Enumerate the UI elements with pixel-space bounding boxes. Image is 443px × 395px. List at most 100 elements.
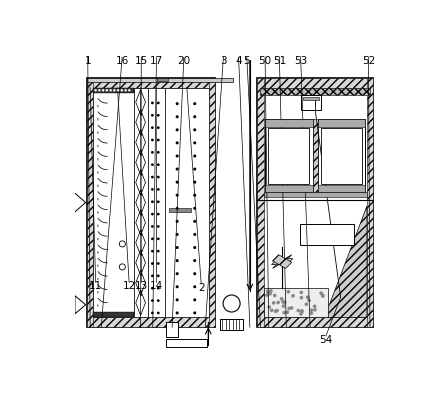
Circle shape bbox=[119, 264, 125, 270]
Circle shape bbox=[321, 294, 325, 298]
Circle shape bbox=[321, 293, 324, 297]
Bar bbox=[165, 88, 209, 318]
Circle shape bbox=[175, 220, 179, 223]
Bar bbox=[367, 78, 373, 327]
Circle shape bbox=[151, 287, 154, 290]
Text: 15: 15 bbox=[135, 56, 148, 66]
Circle shape bbox=[193, 246, 196, 249]
Circle shape bbox=[151, 139, 154, 141]
Circle shape bbox=[94, 89, 97, 92]
Circle shape bbox=[151, 237, 154, 240]
Circle shape bbox=[193, 207, 196, 210]
Bar bbox=[257, 78, 373, 88]
Bar bbox=[268, 128, 310, 184]
Circle shape bbox=[175, 102, 179, 105]
Bar bbox=[93, 88, 134, 93]
Circle shape bbox=[175, 115, 179, 118]
Circle shape bbox=[98, 89, 101, 92]
Circle shape bbox=[113, 89, 116, 92]
Circle shape bbox=[296, 309, 300, 312]
Circle shape bbox=[282, 300, 286, 304]
Text: 2: 2 bbox=[198, 283, 205, 293]
Circle shape bbox=[193, 233, 196, 236]
Bar bbox=[318, 119, 365, 127]
Circle shape bbox=[282, 304, 285, 308]
Bar bbox=[260, 88, 370, 95]
Circle shape bbox=[313, 308, 317, 312]
Polygon shape bbox=[272, 255, 292, 269]
Circle shape bbox=[109, 89, 112, 92]
Circle shape bbox=[283, 311, 286, 314]
Text: 12: 12 bbox=[122, 281, 136, 291]
Circle shape bbox=[223, 295, 240, 312]
Circle shape bbox=[310, 308, 313, 312]
Circle shape bbox=[151, 114, 154, 117]
Circle shape bbox=[265, 293, 269, 297]
Circle shape bbox=[280, 297, 284, 301]
Bar bbox=[93, 88, 134, 318]
Circle shape bbox=[157, 275, 159, 277]
Bar bbox=[264, 192, 367, 197]
Circle shape bbox=[193, 154, 196, 158]
Circle shape bbox=[105, 89, 108, 92]
Circle shape bbox=[102, 89, 105, 92]
Circle shape bbox=[267, 291, 270, 295]
Circle shape bbox=[128, 89, 131, 92]
Bar bbox=[166, 322, 178, 337]
Circle shape bbox=[291, 294, 295, 298]
Circle shape bbox=[175, 233, 179, 236]
Bar bbox=[87, 78, 93, 327]
Circle shape bbox=[193, 311, 196, 314]
Circle shape bbox=[157, 163, 159, 166]
Circle shape bbox=[157, 312, 159, 314]
Text: 16: 16 bbox=[116, 56, 129, 66]
Circle shape bbox=[270, 308, 273, 312]
Circle shape bbox=[151, 102, 154, 104]
Circle shape bbox=[157, 151, 159, 154]
Circle shape bbox=[193, 167, 196, 171]
Bar bbox=[303, 97, 319, 100]
Circle shape bbox=[193, 141, 196, 145]
Circle shape bbox=[175, 246, 179, 249]
Circle shape bbox=[157, 200, 159, 203]
Circle shape bbox=[193, 194, 196, 197]
Circle shape bbox=[157, 225, 159, 228]
Text: 13: 13 bbox=[135, 281, 148, 291]
Text: 50: 50 bbox=[259, 56, 272, 66]
Circle shape bbox=[281, 300, 285, 304]
Polygon shape bbox=[272, 259, 293, 265]
Circle shape bbox=[287, 290, 290, 293]
Bar bbox=[93, 312, 134, 318]
Circle shape bbox=[175, 194, 179, 197]
Circle shape bbox=[157, 176, 159, 179]
Circle shape bbox=[276, 301, 280, 304]
Circle shape bbox=[307, 299, 311, 302]
Circle shape bbox=[157, 237, 159, 240]
Bar bbox=[265, 119, 312, 192]
Text: 1: 1 bbox=[85, 56, 91, 66]
Text: 14: 14 bbox=[150, 281, 163, 291]
Circle shape bbox=[151, 188, 154, 191]
Text: 4: 4 bbox=[235, 56, 242, 66]
Circle shape bbox=[193, 259, 196, 262]
Circle shape bbox=[119, 241, 125, 247]
Bar bbox=[134, 88, 148, 318]
Circle shape bbox=[193, 272, 196, 275]
Bar bbox=[220, 319, 243, 330]
Bar bbox=[87, 318, 215, 327]
Circle shape bbox=[157, 287, 159, 290]
Circle shape bbox=[151, 151, 154, 154]
Circle shape bbox=[120, 89, 123, 92]
Circle shape bbox=[300, 310, 304, 314]
Bar bbox=[257, 318, 373, 327]
Circle shape bbox=[193, 115, 196, 118]
Text: 11: 11 bbox=[89, 281, 102, 291]
Bar bbox=[169, 208, 191, 212]
Text: 51: 51 bbox=[273, 56, 286, 66]
Circle shape bbox=[304, 303, 308, 306]
Circle shape bbox=[157, 299, 159, 302]
Text: 53: 53 bbox=[294, 56, 307, 66]
Circle shape bbox=[273, 293, 276, 297]
Bar bbox=[257, 78, 373, 327]
Circle shape bbox=[299, 291, 303, 294]
